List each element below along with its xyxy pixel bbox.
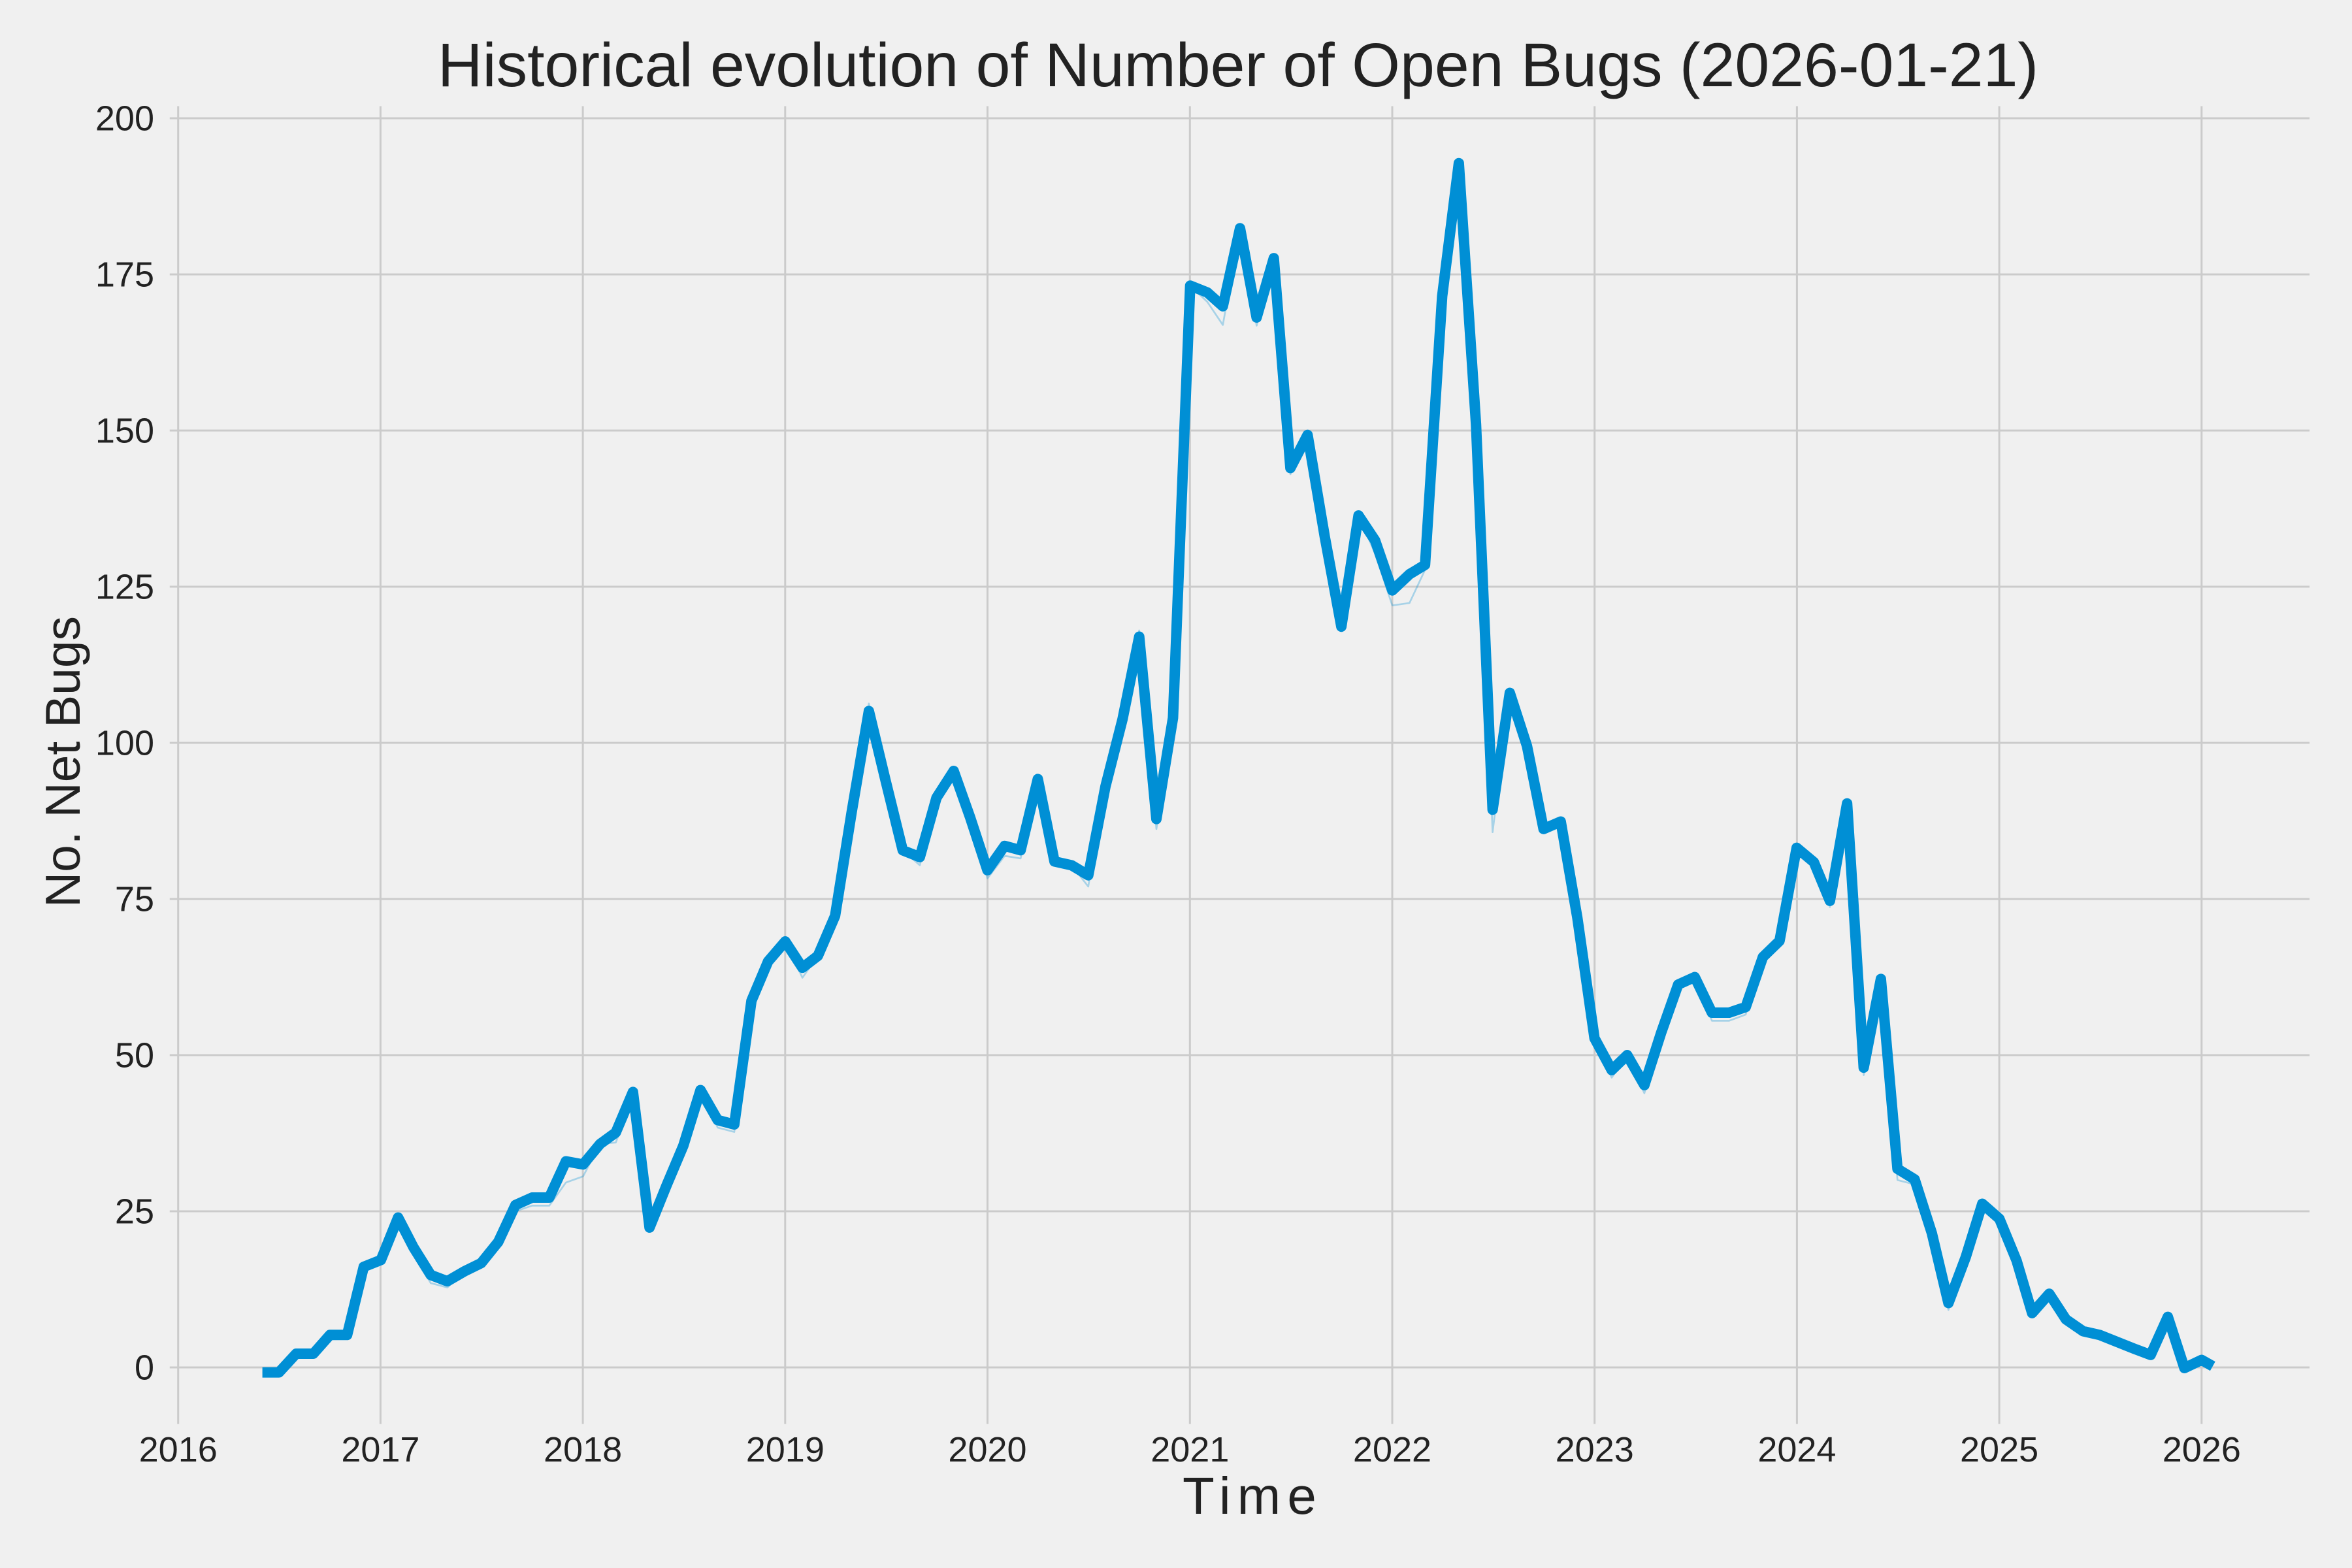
svg-text:2023: 2023 (1556, 1430, 1634, 1469)
svg-text:50: 50 (115, 1036, 154, 1075)
svg-text:2026: 2026 (2163, 1430, 2241, 1469)
svg-text:200: 200 (95, 99, 154, 139)
svg-text:75: 75 (115, 880, 154, 919)
svg-text:25: 25 (115, 1192, 154, 1232)
svg-text:2024: 2024 (1757, 1430, 1836, 1469)
svg-text:125: 125 (95, 568, 154, 607)
svg-text:2018: 2018 (544, 1430, 622, 1469)
svg-text:175: 175 (95, 255, 154, 295)
svg-text:2020: 2020 (948, 1430, 1026, 1469)
svg-text:2017: 2017 (341, 1430, 419, 1469)
svg-text:0: 0 (135, 1348, 154, 1388)
svg-text:2025: 2025 (1960, 1430, 2038, 1469)
svg-text:Time: Time (1183, 1467, 1323, 1525)
svg-text:No. Net Bugs: No. Net Bugs (35, 616, 90, 907)
svg-text:2019: 2019 (746, 1430, 825, 1469)
svg-text:2021: 2021 (1151, 1430, 1229, 1469)
svg-text:Historical evolution of Number: Historical evolution of Number of Open B… (438, 31, 2038, 100)
svg-text:2022: 2022 (1353, 1430, 1431, 1469)
svg-text:150: 150 (95, 412, 154, 451)
svg-text:100: 100 (95, 724, 154, 763)
svg-text:2016: 2016 (139, 1430, 218, 1469)
